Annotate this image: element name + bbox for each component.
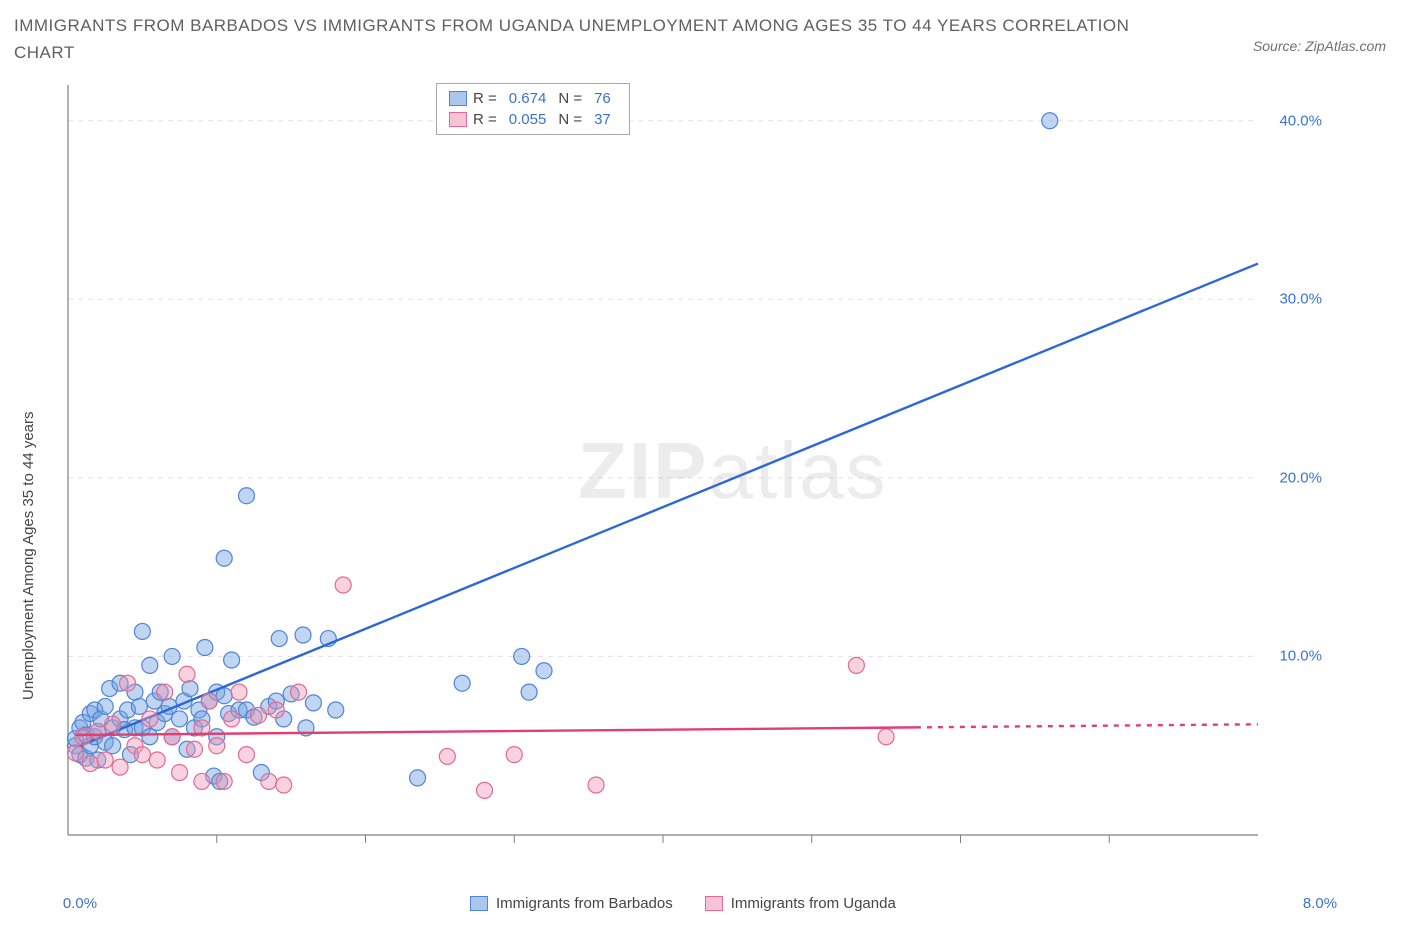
swatch-barbados [449, 91, 467, 106]
correlation-stats-box: R = 0.674 N = 76 R = 0.055 N = 37 [436, 83, 630, 135]
y-axis-label: Unemployment Among Ages 35 to 44 years [20, 411, 37, 700]
y-tick-label: 20.0% [1279, 469, 1322, 486]
r-label: R = [473, 111, 497, 128]
r-label: R = [473, 90, 497, 107]
legend-label-uganda: Immigrants from Uganda [731, 895, 896, 912]
y-tick-label: 40.0% [1279, 112, 1322, 129]
chart-svg [58, 75, 1328, 865]
r-value-uganda: 0.055 [509, 111, 547, 128]
stats-row-uganda: R = 0.055 N = 37 [449, 109, 617, 130]
y-tick-label: 30.0% [1279, 291, 1322, 308]
chart-header: IMMIGRANTS FROM BARBADOS VS IMMIGRANTS F… [14, 12, 1392, 66]
r-value-barbados: 0.674 [509, 90, 547, 107]
x-tick-right: 8.0% [1303, 895, 1337, 912]
stats-row-barbados: R = 0.674 N = 76 [449, 88, 617, 109]
legend-label-barbados: Immigrants from Barbados [496, 895, 673, 912]
chart-title: IMMIGRANTS FROM BARBADOS VS IMMIGRANTS F… [14, 12, 1134, 66]
swatch-uganda [449, 112, 467, 127]
x-tick-left: 0.0% [63, 895, 97, 912]
scatter-chart: R = 0.674 N = 76 R = 0.055 N = 37 ZIPatl… [58, 75, 1328, 865]
n-label: N = [558, 90, 582, 107]
legend: Immigrants from Barbados Immigrants from… [470, 895, 896, 912]
legend-swatch-uganda [705, 896, 723, 911]
n-value-uganda: 37 [594, 111, 611, 128]
source-attribution: Source: ZipAtlas.com [1253, 38, 1386, 54]
legend-swatch-barbados [470, 896, 488, 911]
y-tick-label: 10.0% [1279, 648, 1322, 665]
legend-item-uganda: Immigrants from Uganda [705, 895, 896, 912]
n-value-barbados: 76 [594, 90, 611, 107]
legend-item-barbados: Immigrants from Barbados [470, 895, 673, 912]
n-label: N = [558, 111, 582, 128]
